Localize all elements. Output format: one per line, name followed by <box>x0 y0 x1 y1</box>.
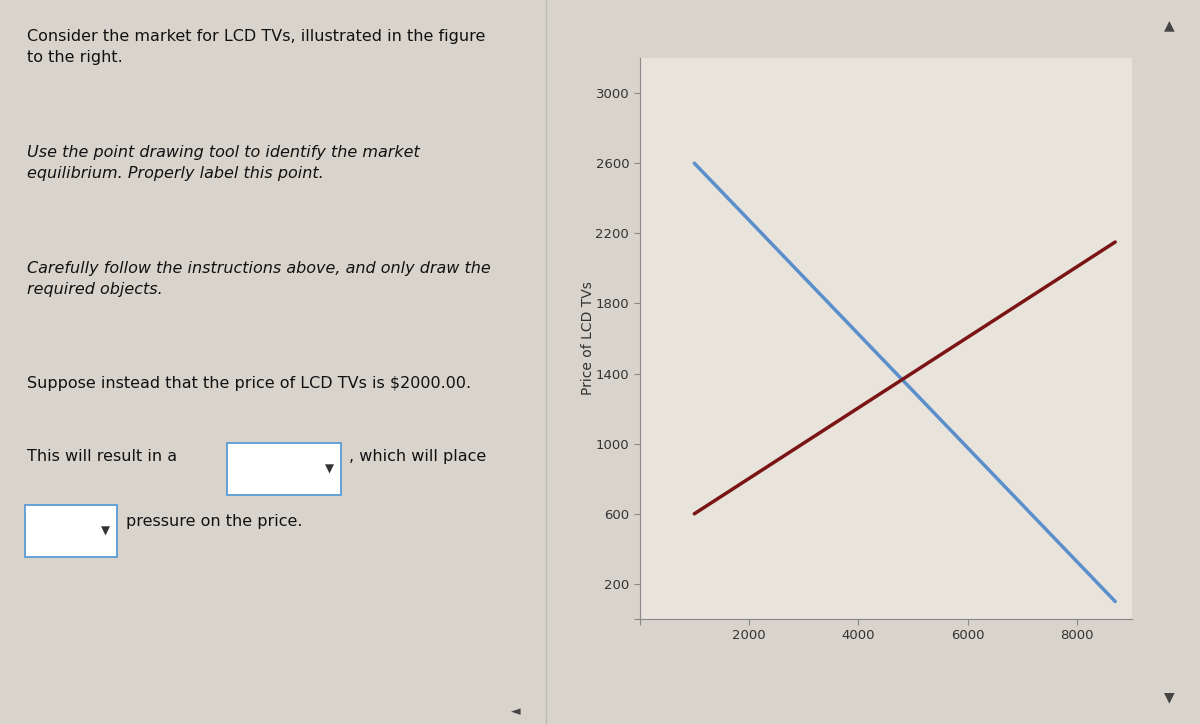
Text: pressure on the price.: pressure on the price. <box>126 514 302 529</box>
Text: ▲: ▲ <box>1164 18 1174 33</box>
FancyBboxPatch shape <box>24 505 118 557</box>
Text: Consider the market for LCD TVs, illustrated in the figure
to the right.: Consider the market for LCD TVs, illustr… <box>28 29 486 65</box>
Text: , which will place: , which will place <box>349 449 487 464</box>
Text: This will result in a: This will result in a <box>28 449 178 464</box>
FancyBboxPatch shape <box>227 443 341 495</box>
Text: ▼: ▼ <box>101 524 110 537</box>
Text: ▼: ▼ <box>1164 690 1174 704</box>
Y-axis label: Price of LCD TVs: Price of LCD TVs <box>582 282 595 395</box>
Text: Suppose instead that the price of LCD TVs is $2000.00.: Suppose instead that the price of LCD TV… <box>28 376 472 392</box>
Text: ◄: ◄ <box>511 705 521 718</box>
Text: Carefully follow the instructions above, and only draw the
required objects.: Carefully follow the instructions above,… <box>28 261 491 297</box>
Text: Use the point drawing tool to identify the market
equilibrium. Properly label th: Use the point drawing tool to identify t… <box>28 145 420 181</box>
Text: ▼: ▼ <box>325 463 334 476</box>
